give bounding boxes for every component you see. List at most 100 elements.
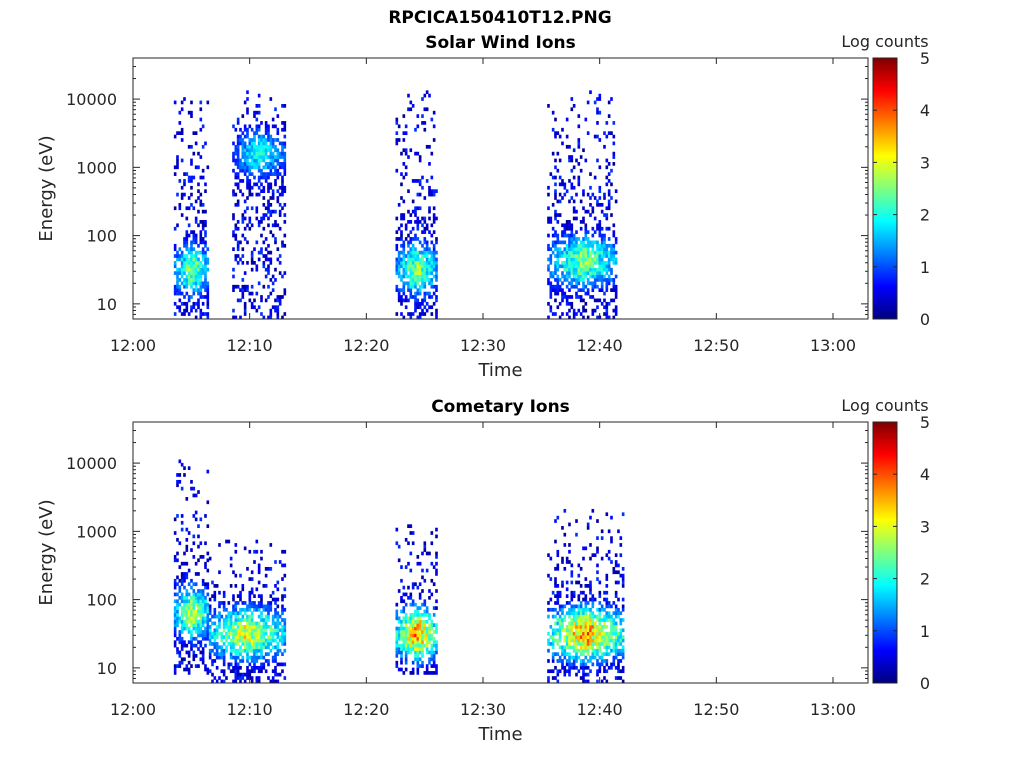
- heatmap-cell: [253, 635, 256, 639]
- heatmap-cell: [397, 291, 401, 296]
- heatmap-cell: [423, 271, 427, 275]
- colorbar-tick-label: 1: [920, 258, 930, 277]
- heatmap-cell: [605, 226, 609, 231]
- heatmap-cell: [605, 243, 609, 248]
- heatmap-cell: [605, 278, 609, 282]
- heatmap-cell: [600, 209, 604, 214]
- heatmap-cell: [414, 647, 417, 651]
- heatmap-cell: [173, 582, 177, 587]
- heatmap-cell: [276, 604, 280, 609]
- heatmap-cell: [572, 237, 576, 241]
- heatmap-cell: [610, 278, 613, 282]
- heatmap-cell: [589, 631, 592, 636]
- heatmap-cell: [180, 196, 184, 200]
- heatmap-cell: [598, 601, 602, 605]
- heatmap-cell: [180, 606, 184, 610]
- heatmap-cell: [614, 250, 618, 255]
- heatmap-cell: [194, 267, 198, 272]
- heatmap-cell: [547, 206, 550, 211]
- heatmap-cell: [253, 144, 256, 149]
- heatmap-cell: [572, 104, 576, 108]
- heatmap-cell: [246, 127, 249, 132]
- heatmap-cell: [190, 158, 193, 163]
- heatmap-cell: [213, 621, 217, 626]
- heatmap-cell: [432, 216, 436, 221]
- heatmap-cell: [267, 131, 270, 136]
- heatmap-cell: [267, 148, 270, 153]
- heatmap-cell: [612, 141, 616, 146]
- heatmap-cell: [234, 151, 238, 156]
- heatmap-cell: [262, 264, 266, 269]
- heatmap-cell: [600, 240, 604, 245]
- heatmap-cell: [278, 162, 282, 166]
- heatmap-cell: [584, 665, 588, 670]
- heatmap-cell: [561, 607, 564, 612]
- heatmap-cell: [185, 264, 189, 269]
- heatmap-cell: [218, 618, 221, 622]
- heatmap-cell: [274, 665, 277, 670]
- heatmap-cell: [593, 648, 597, 653]
- heatmap-cell: [260, 635, 263, 639]
- heatmap-cell: [554, 607, 557, 612]
- heatmap-cell: [577, 264, 581, 269]
- heatmap-cell: [593, 631, 597, 636]
- heatmap-cell: [241, 162, 245, 166]
- heatmap-cell: [250, 257, 254, 262]
- heatmap-cell: [549, 597, 553, 602]
- heatmap-cell: [206, 312, 210, 316]
- heatmap-cell: [197, 626, 200, 631]
- heatmap-cell: [435, 250, 438, 255]
- heatmap-cell: [591, 264, 595, 269]
- heatmap-cell: [199, 267, 203, 272]
- heatmap-cell: [568, 250, 571, 255]
- heatmap-cell: [407, 650, 410, 655]
- heatmap-cell: [577, 597, 581, 602]
- heatmap-cell: [197, 630, 200, 634]
- heatmap-cell: [271, 590, 275, 595]
- heatmap-cell: [572, 278, 576, 282]
- heatmap-cell: [262, 138, 266, 142]
- heatmap-cell: [397, 274, 401, 279]
- heatmap-cell: [586, 264, 590, 269]
- heatmap-cell: [435, 240, 438, 245]
- heatmap-cell: [554, 284, 557, 289]
- heatmap-cell: [411, 626, 415, 631]
- heatmap-cell: [262, 665, 266, 670]
- heatmap-cell: [563, 566, 567, 571]
- heatmap-cell: [267, 604, 270, 609]
- heatmap-cell: [430, 305, 434, 310]
- heatmap-cell: [262, 165, 266, 170]
- heatmap-cell: [257, 134, 261, 139]
- heatmap-cell: [584, 662, 588, 667]
- heatmap-cell: [180, 527, 184, 532]
- heatmap-cell: [176, 281, 179, 286]
- heatmap-cell: [614, 604, 618, 609]
- heatmap-cell: [605, 648, 609, 653]
- heatmap-cell: [178, 619, 182, 624]
- heatmap-cell: [561, 250, 564, 255]
- heatmap-cell: [260, 549, 263, 554]
- heatmap-cell: [239, 127, 242, 132]
- heatmap-cell: [435, 572, 438, 576]
- heatmap-cell: [400, 243, 403, 248]
- heatmap-cell: [432, 230, 436, 234]
- heatmap-cell: [430, 233, 434, 238]
- heatmap-cell: [232, 624, 235, 629]
- heatmap-cell: [194, 131, 198, 136]
- heatmap-cell: [411, 243, 415, 248]
- heatmap-cell: [262, 635, 266, 639]
- heatmap-cell: [255, 549, 259, 554]
- heatmap-cell: [201, 223, 205, 228]
- heatmap-cell: [421, 551, 424, 556]
- heatmap-cell: [190, 578, 193, 583]
- heatmap-cell: [568, 652, 571, 656]
- heatmap-cell: [201, 202, 205, 207]
- heatmap-cell: [269, 642, 273, 646]
- heatmap-cell: [250, 621, 254, 626]
- heatmap-cell: [418, 623, 422, 627]
- heatmap-cell: [400, 250, 403, 255]
- heatmap-cell: [423, 250, 427, 255]
- heatmap-cell: [572, 264, 576, 269]
- heatmap-cell: [260, 312, 263, 316]
- heatmap-cell: [204, 312, 207, 316]
